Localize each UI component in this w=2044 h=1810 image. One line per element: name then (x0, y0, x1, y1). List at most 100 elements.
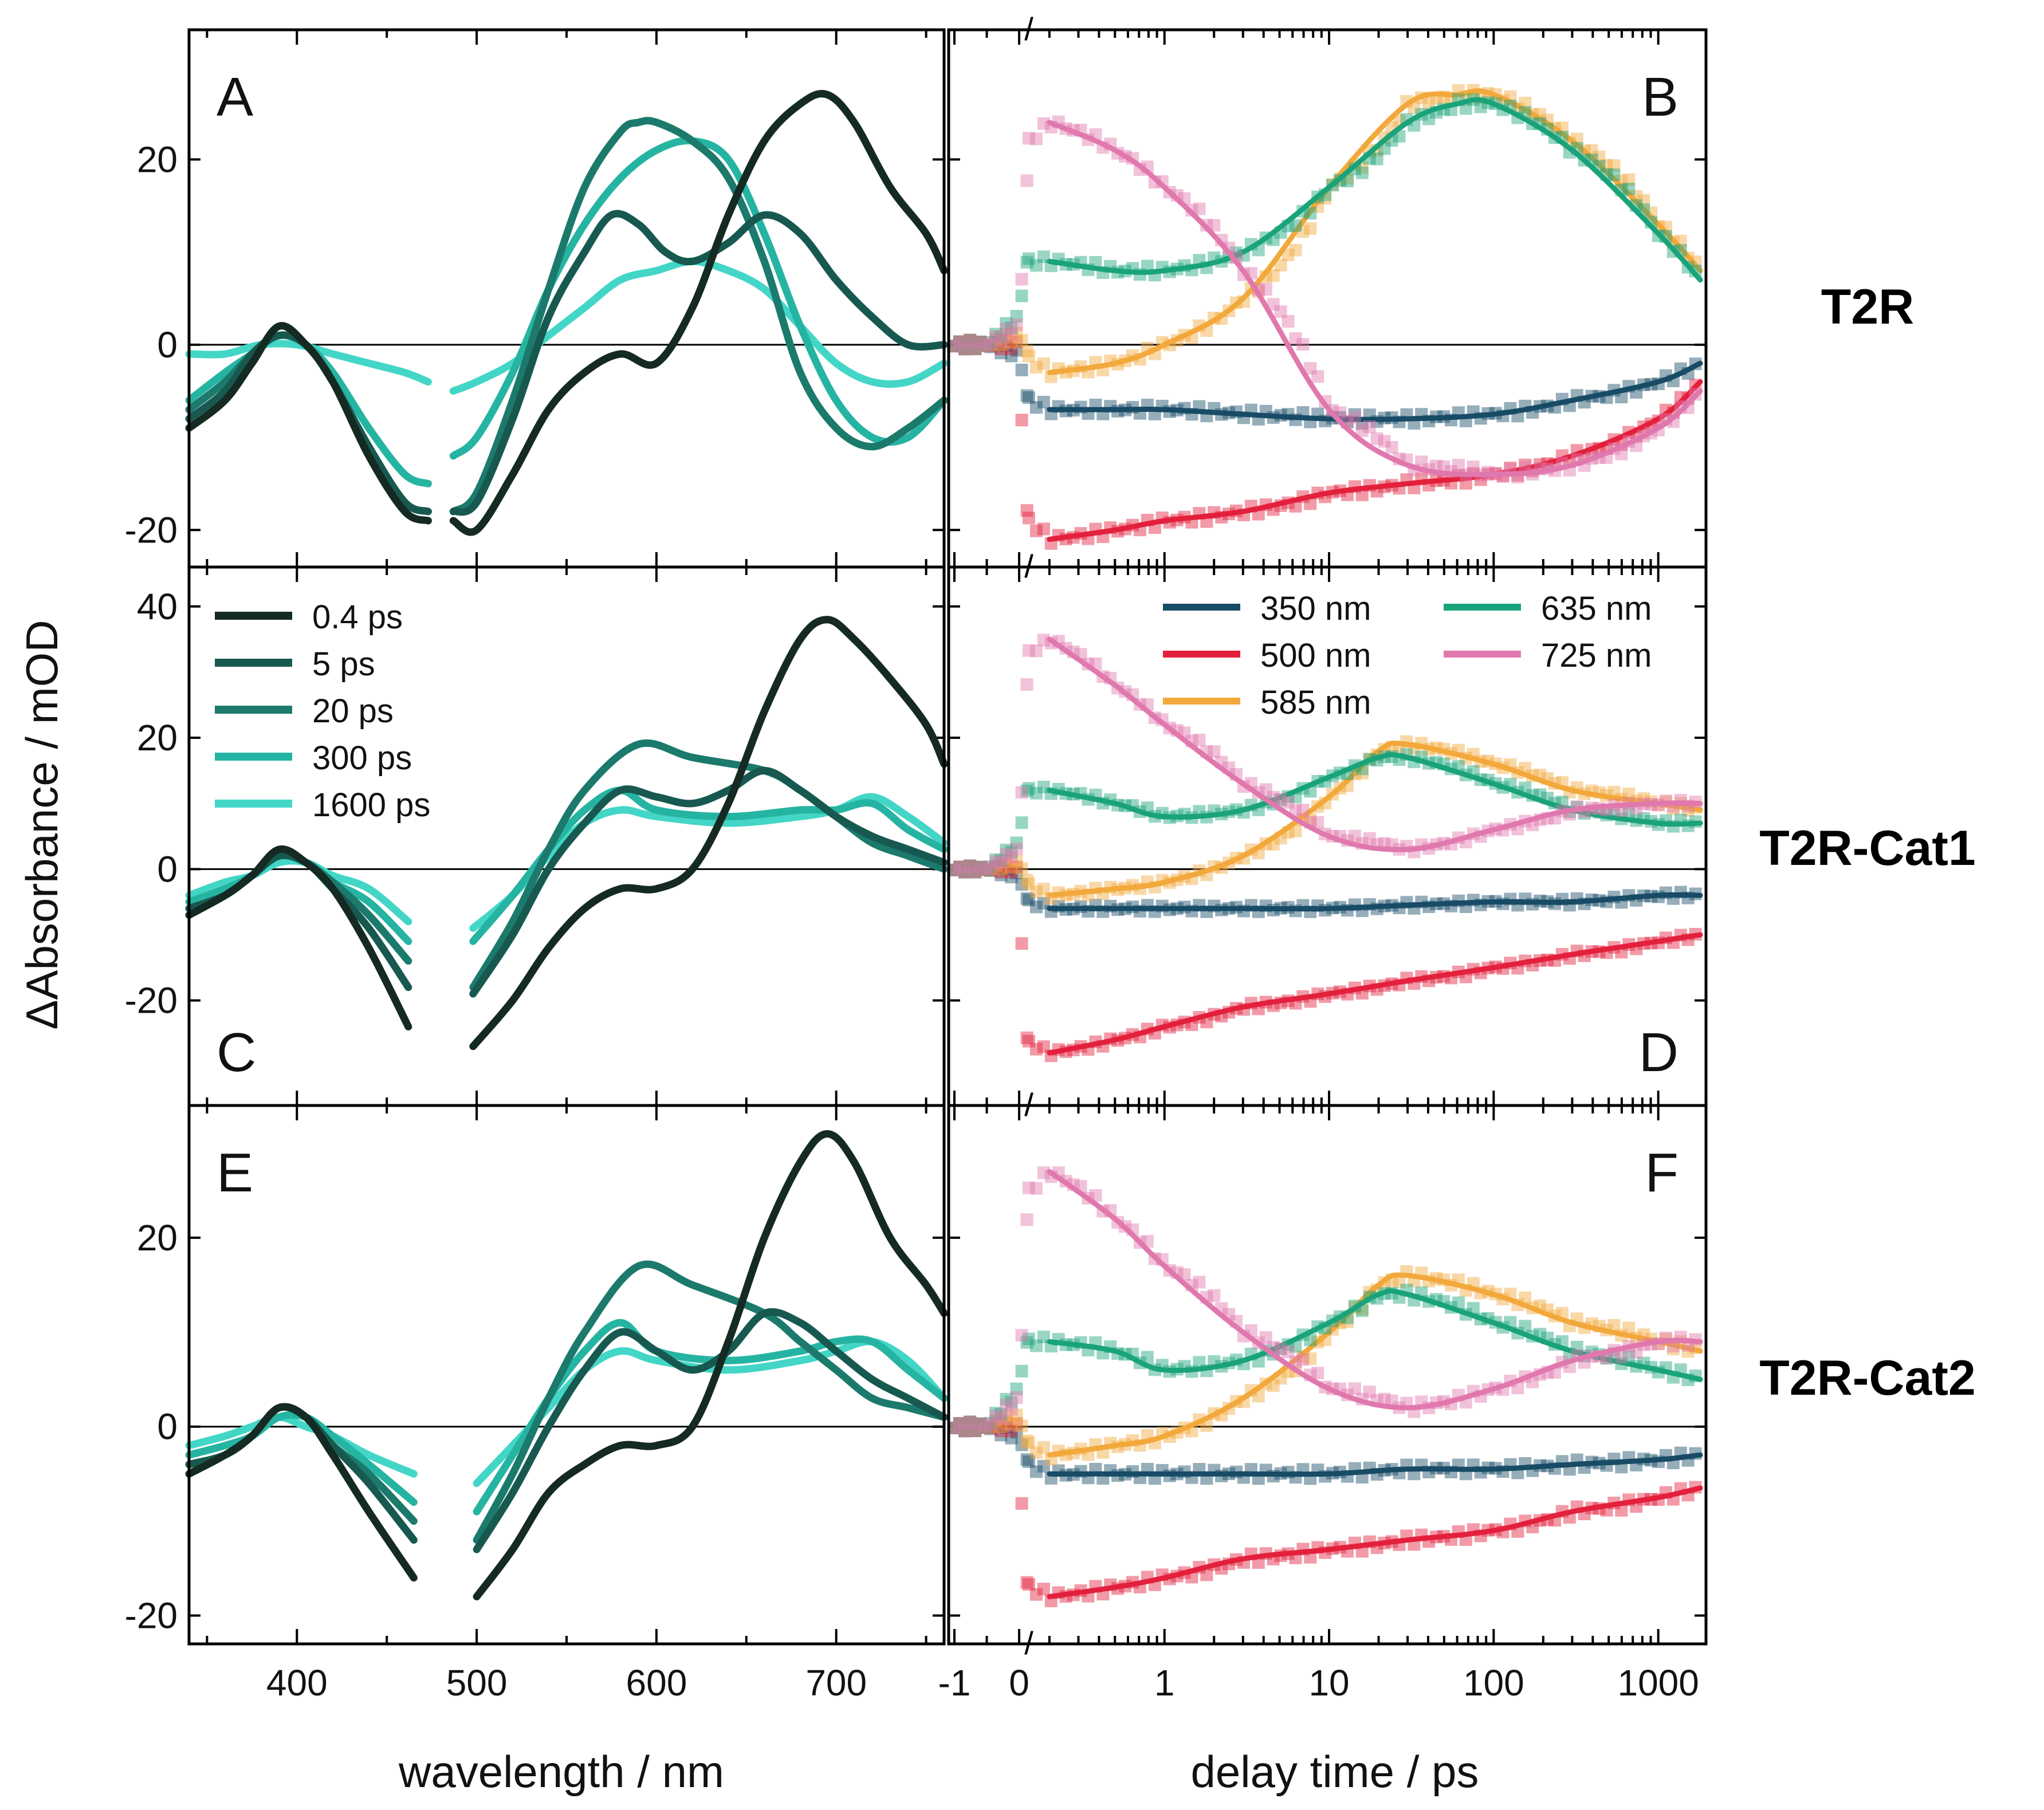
data-point (1020, 345, 1033, 358)
y-tick-label: -20 (125, 1595, 178, 1636)
data-point (1023, 132, 1035, 145)
data-point (953, 1417, 966, 1430)
data-point (1296, 1353, 1310, 1366)
data-point (1005, 1417, 1018, 1430)
data-point (974, 860, 987, 873)
data-point (958, 343, 972, 356)
data-point (969, 343, 982, 356)
fit-line (1047, 636, 1703, 852)
data-point (989, 855, 1003, 868)
legend-label: 635 nm (1541, 590, 1652, 627)
row-label-t2r-cat1: T2R-Cat1 (1759, 821, 1976, 876)
data-point (1267, 269, 1280, 282)
data-point (1282, 248, 1295, 261)
data-point (995, 868, 1008, 882)
data-point (1020, 504, 1033, 517)
data-point (1208, 1289, 1221, 1302)
data-point (1015, 334, 1028, 347)
x-tick-label: 10 (1308, 1662, 1349, 1703)
data-point (974, 860, 987, 873)
data-point (1020, 255, 1033, 269)
data-point (989, 1409, 1003, 1422)
trace-635-nm (948, 748, 1703, 879)
data-point (1037, 395, 1050, 408)
data-point (1015, 1364, 1028, 1378)
data-point (984, 863, 997, 876)
data-point (1010, 1391, 1023, 1404)
data-point (964, 1415, 977, 1429)
data-point (969, 865, 982, 879)
data-point (1037, 1459, 1050, 1473)
data-point (953, 860, 966, 873)
data-point (1193, 1356, 1206, 1369)
data-point (1378, 1392, 1391, 1406)
data-point (1348, 1382, 1361, 1395)
data-point (1020, 873, 1033, 887)
data-point (1459, 102, 1472, 115)
data-point (1020, 1453, 1033, 1466)
data-point (1015, 414, 1028, 427)
data-point (1370, 152, 1383, 166)
data-point (1005, 1396, 1018, 1409)
trace-635-nm (948, 1284, 1703, 1438)
y-tick-label: 20 (137, 1217, 178, 1258)
trace-350-nm (948, 333, 1703, 430)
spectrum-0-4-ps-blue-part (185, 322, 432, 525)
data-point (1474, 100, 1487, 113)
trace-585-nm (948, 735, 1703, 905)
fit-line (1047, 88, 1703, 375)
data-point (1023, 391, 1035, 404)
data-point (1607, 1319, 1621, 1332)
data-point (1622, 1349, 1636, 1363)
data-point (974, 860, 987, 873)
data-point (953, 860, 966, 873)
data-point (1289, 824, 1302, 837)
data-point (1023, 349, 1035, 363)
data-point (948, 340, 961, 353)
data-point (989, 1417, 1003, 1430)
data-point (958, 1425, 972, 1438)
data-point (1023, 894, 1035, 907)
data-point (948, 340, 961, 353)
data-point (1010, 344, 1023, 357)
trace-350-nm (948, 1415, 1703, 1485)
data-point (1029, 1042, 1043, 1056)
data-point (1010, 1426, 1023, 1439)
data-point (1630, 1346, 1643, 1359)
spectrum-20-ps-red-part (469, 739, 948, 991)
y-tick-label: 20 (137, 717, 178, 758)
data-point (1037, 250, 1050, 263)
data-point (995, 854, 1008, 867)
data-point (1029, 524, 1043, 537)
legend-label: 500 nm (1260, 637, 1371, 674)
data-point (1015, 937, 1028, 950)
data-point (1511, 1382, 1524, 1395)
data-point (1015, 878, 1028, 891)
data-point (948, 340, 961, 353)
data-point (1000, 317, 1013, 330)
data-point (1304, 1352, 1317, 1366)
data-point (1029, 361, 1043, 374)
data-point (974, 1417, 987, 1430)
data-point (1023, 644, 1035, 657)
data-point (958, 343, 972, 356)
data-point (979, 339, 992, 352)
data-point (1029, 1588, 1043, 1601)
data-point (1023, 252, 1035, 265)
panel-e: -20 0 20 400 500 600 700 E (125, 1105, 948, 1703)
data-point (1010, 860, 1023, 873)
data-point (979, 863, 992, 876)
fit-line (1047, 1452, 1703, 1477)
data-point (1010, 310, 1023, 323)
data-point (1037, 1331, 1050, 1344)
data-point (1029, 900, 1043, 914)
data-point (1005, 845, 1018, 859)
data-point (1385, 441, 1398, 454)
data-point (958, 1425, 972, 1438)
data-point (1200, 1568, 1213, 1581)
spectrum-0-4-ps-red-part (473, 1130, 948, 1600)
data-point (1000, 844, 1013, 857)
data-point (1141, 1351, 1154, 1364)
data-point (979, 863, 992, 876)
data-point (964, 859, 977, 872)
